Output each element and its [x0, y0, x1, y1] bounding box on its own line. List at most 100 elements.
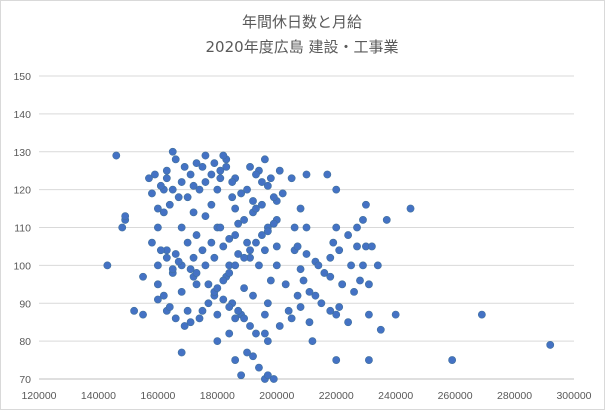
y-tick-label: 90: [19, 298, 31, 310]
data-point: [329, 238, 338, 247]
data-point: [222, 162, 231, 171]
data-point: [240, 216, 248, 224]
data-point: [287, 314, 296, 323]
data-point: [186, 265, 195, 274]
data-point: [183, 193, 192, 202]
data-point: [258, 178, 266, 186]
data-point: [269, 219, 278, 228]
data-point: [231, 231, 240, 239]
data-point: [204, 280, 213, 289]
data-point: [258, 231, 266, 239]
data-point: [165, 303, 174, 311]
data-point: [121, 212, 130, 221]
data-point: [252, 170, 260, 179]
data-point: [186, 318, 195, 327]
x-tick-label: 280000: [497, 390, 532, 402]
data-point: [308, 337, 317, 346]
data-point: [344, 231, 353, 239]
data-point: [281, 280, 290, 289]
data-point: [263, 299, 272, 308]
data-point: [180, 322, 189, 330]
data-point: [269, 193, 278, 202]
data-point: [376, 325, 385, 334]
data-point: [219, 276, 228, 285]
data-point: [305, 287, 314, 296]
data-point: [213, 185, 222, 194]
y-tick-label: 130: [13, 147, 31, 159]
data-point: [189, 181, 198, 190]
data-point: [448, 356, 457, 364]
data-point: [192, 159, 201, 168]
data-point: [323, 170, 332, 179]
data-point: [326, 306, 335, 315]
data-point: [272, 242, 281, 251]
data-point: [148, 238, 156, 247]
data-point: [201, 151, 210, 160]
data-point: [225, 234, 234, 243]
data-point: [320, 269, 329, 277]
data-point: [367, 242, 376, 251]
data-point: [275, 322, 284, 330]
data-point: [118, 223, 127, 232]
data-point: [344, 318, 353, 327]
data-point: [359, 216, 367, 224]
data-point: [332, 185, 341, 194]
data-point: [189, 253, 198, 262]
data-point: [260, 310, 269, 319]
data-point: [249, 291, 257, 300]
data-point: [296, 204, 305, 213]
data-point: [225, 303, 234, 311]
data-point: [156, 246, 165, 255]
data-point: [177, 287, 186, 296]
data-point: [225, 329, 234, 338]
data-point: [210, 159, 219, 168]
data-point: [168, 265, 177, 274]
data-point: [287, 174, 296, 183]
data-point: [305, 318, 314, 327]
data-point: [353, 223, 361, 232]
data-point: [159, 291, 168, 300]
data-point: [391, 310, 400, 319]
data-point: [153, 280, 162, 289]
data-point: [219, 295, 228, 304]
data-point: [189, 208, 198, 217]
data-point: [219, 151, 228, 160]
data-point: [177, 348, 186, 357]
data-point: [406, 204, 415, 213]
data-point: [156, 181, 165, 190]
data-point: [168, 147, 177, 156]
data-point: [130, 306, 139, 315]
data-point: [246, 246, 254, 255]
data-point: [171, 250, 180, 258]
data-point: [162, 253, 171, 262]
data-point: [365, 356, 373, 364]
data-point: [249, 197, 257, 205]
data-point: [326, 253, 335, 262]
data-point: [237, 189, 246, 198]
data-point: [198, 162, 207, 171]
axis-tick-labels: 70 80 90 100 110 120 130 140 150 120000 140000 1600…: [13, 71, 591, 402]
data-point: [112, 151, 121, 160]
data-point: [252, 329, 260, 338]
data-point: [266, 276, 275, 285]
data-point: [153, 261, 162, 270]
data-point: [299, 276, 308, 285]
x-tick-label: 160000: [140, 390, 175, 402]
data-point: [216, 174, 225, 183]
data-point: [201, 178, 210, 186]
data-point: [278, 189, 287, 198]
data-point: [546, 341, 555, 349]
data-point: [180, 162, 189, 171]
data-point: [284, 306, 293, 315]
data-point: [382, 216, 391, 224]
data-point: [240, 314, 248, 323]
data-point: [260, 329, 269, 338]
x-tick-label: 260000: [438, 390, 473, 402]
data-point: [373, 261, 382, 270]
x-tick-label: 220000: [319, 390, 354, 402]
data-point: [151, 170, 159, 179]
data-point: [174, 257, 183, 266]
data-point: [302, 250, 311, 258]
data-point: [204, 299, 213, 308]
data-point: [275, 166, 284, 175]
